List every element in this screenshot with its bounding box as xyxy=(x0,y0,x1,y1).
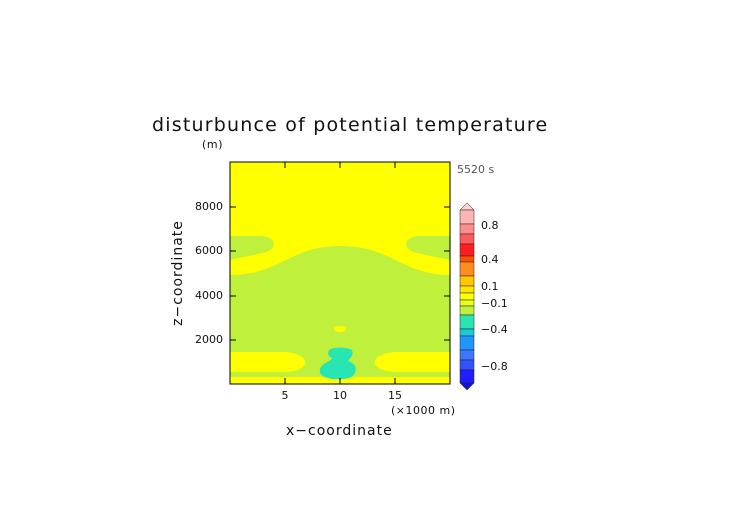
y-tick-label-4000: 4000 xyxy=(195,289,223,302)
colorbar-segment-12 xyxy=(459,314,475,330)
colorbar-segment-16 xyxy=(459,359,475,371)
colorbar-segment-10 xyxy=(459,299,475,307)
time-label: 5520 s xyxy=(457,163,495,176)
y-tick-label-2000: 2000 xyxy=(195,333,223,346)
colorbar-segment-6 xyxy=(459,261,475,277)
colorbar-segment-15 xyxy=(459,349,475,361)
y-axis-label: z−coordinate xyxy=(170,220,186,326)
colorbar-segment-4 xyxy=(459,243,475,257)
colorbar-segment-7 xyxy=(459,275,475,287)
colorbar-segment-9 xyxy=(459,292,475,301)
colorbar-label-0.1: 0.1 xyxy=(481,280,499,293)
colorbar-segment-5 xyxy=(459,255,475,263)
colorbar-label-0.4: 0.4 xyxy=(481,253,499,266)
colorbar xyxy=(459,202,475,391)
x-tick-label-5: 5 xyxy=(281,389,289,402)
colorbar-label-neg0.8: −0.8 xyxy=(481,360,508,373)
colorbar-segment-14 xyxy=(459,335,475,351)
chart-title: disturbunce of potential temperature xyxy=(152,114,549,136)
y-tick-label-8000: 8000 xyxy=(195,200,223,213)
colorbar-label-0.8: 0.8 xyxy=(481,219,499,232)
y-tick-label-6000: 6000 xyxy=(195,244,223,257)
colorbar-segment-1 xyxy=(459,209,475,225)
colorbar-segment-8 xyxy=(459,285,475,294)
y-axis-ticks xyxy=(230,206,450,341)
field-region-moderate-negative xyxy=(319,347,356,380)
colorbar-segment-3 xyxy=(459,233,475,245)
field-region-yellow-blob xyxy=(334,326,346,332)
field-region-green-lobe-right xyxy=(406,236,450,260)
colorbar-label-neg0.4: −0.4 xyxy=(481,323,508,336)
x-tick-label-10: 10 xyxy=(333,389,347,402)
colorbar-bottom-arrow xyxy=(459,382,475,391)
colorbar-label-neg0.1: −0.1 xyxy=(481,297,508,310)
y-unit-label: (m) xyxy=(202,138,224,151)
colorbar-top-arrow xyxy=(459,202,475,211)
colorbar-segment-17 xyxy=(459,369,475,384)
colorbar-segment-11 xyxy=(459,305,475,316)
field-region-weak-negative xyxy=(230,246,450,384)
x-axis-ticks xyxy=(284,162,396,384)
field-region-yellow-lobe-left xyxy=(230,352,306,372)
plot-area xyxy=(229,161,451,385)
colorbar-segment-2 xyxy=(459,223,475,235)
field-region-green-lobe-left xyxy=(230,236,274,260)
x-unit-label: (×1000 m) xyxy=(391,404,456,417)
field-region-yellow-lobe-right xyxy=(374,352,450,372)
x-axis-label: x−coordinate xyxy=(286,423,393,439)
colorbar-segment-13 xyxy=(459,328,475,337)
x-tick-label-15: 15 xyxy=(388,389,402,402)
